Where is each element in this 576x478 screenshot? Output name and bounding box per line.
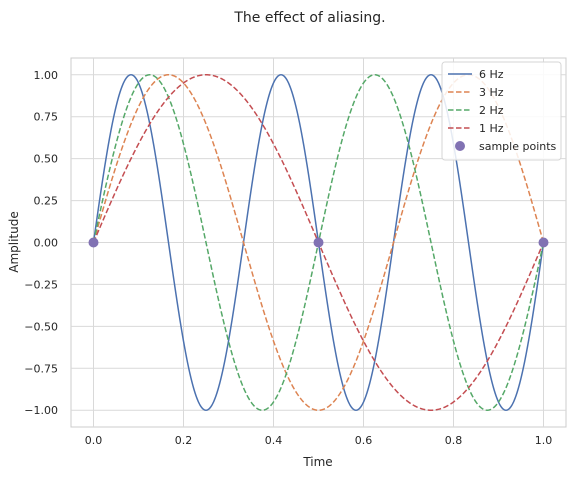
legend-label-sample-points: sample points (479, 140, 557, 153)
legend-label-3-hz: 3 Hz (479, 86, 504, 99)
sample-point (88, 237, 99, 248)
y-tick-labels: 1.00 0.75 0.50 0.25 0.00 −0.25 −0.50 −0.75 −1.00 (24, 69, 58, 417)
y-tick-label: −1.00 (24, 404, 58, 417)
y-tick-label: 1.00 (34, 69, 59, 82)
legend-box (441, 61, 562, 161)
chart-title: The effect of aliasing. (233, 10, 385, 26)
y-axis-label: Amplitude (7, 211, 21, 273)
x-tick-label: 0.6 (355, 434, 373, 447)
legend: 6 Hz 3 Hz 2 Hz 1 Hz sample points (441, 61, 562, 161)
y-tick-label: 0.00 (34, 237, 59, 250)
legend-label-6-hz: 6 Hz (479, 68, 504, 81)
legend-label-2-hz: 2 Hz (479, 104, 504, 117)
x-axis-label: Time (302, 455, 332, 469)
x-tick-label: 1.0 (535, 434, 553, 447)
x-tick-label: 0.2 (175, 434, 193, 447)
x-tick-label: 0.0 (85, 434, 103, 447)
x-tick-label: 0.4 (265, 434, 283, 447)
sample-point (313, 237, 324, 248)
x-tick-labels: 0.0 0.2 0.4 0.6 0.8 1.0 (85, 434, 553, 447)
y-tick-label: −0.75 (24, 362, 58, 375)
y-tick-label: −0.50 (24, 320, 58, 333)
y-tick-label: −0.25 (24, 278, 58, 291)
y-tick-label: 0.75 (34, 111, 59, 124)
x-tick-label: 0.8 (445, 434, 463, 447)
y-tick-label: 0.25 (34, 195, 59, 208)
legend-marker-sample-points (455, 141, 465, 151)
y-tick-label: 0.50 (34, 153, 59, 166)
legend-label-1-hz: 1 Hz (479, 122, 504, 135)
sample-point (538, 237, 549, 248)
sample-points (88, 237, 549, 248)
